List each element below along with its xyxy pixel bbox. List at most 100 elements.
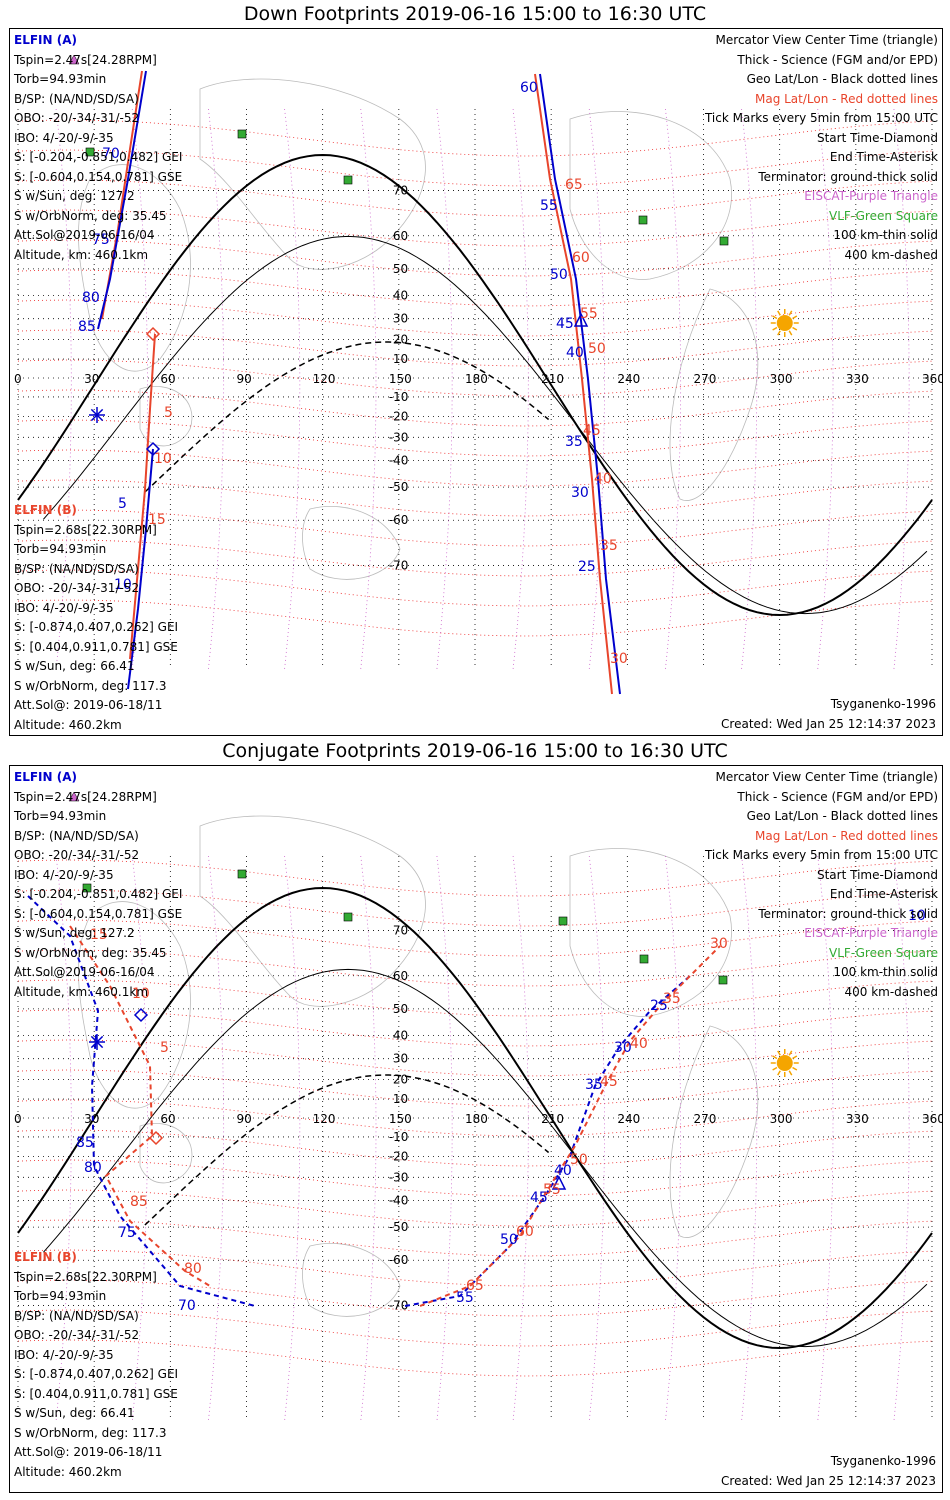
mag-parallel — [17, 1279, 933, 1317]
mag-parallel — [17, 569, 933, 607]
conjugate-footprints-panel: 0306090120150180210240270300330360706050… — [9, 765, 943, 1493]
geo-grid — [17, 109, 933, 669]
legend-ticks: Tick Marks every 5min from 15:00 UTC — [704, 111, 938, 125]
legend-eiscat: EISCAT-Purple Triangle — [804, 926, 938, 940]
track-tick-label: 50 — [500, 1232, 518, 1248]
mag-parallel — [17, 329, 933, 367]
center-time-triangle-icon — [551, 1175, 567, 1190]
sun-ray — [788, 1050, 793, 1056]
sun-ray — [792, 1055, 798, 1060]
track-tick-label: 30 — [614, 1040, 632, 1056]
elfin-b-conj-track-west — [69, 925, 211, 1287]
info-a-name: ELFIN (A) — [14, 33, 77, 47]
mag-meridian — [817, 108, 834, 670]
info-a-bsp: B/SP: (NA/ND/SD/SA) — [14, 828, 139, 843]
track-tick-label: 75 — [118, 1225, 136, 1241]
track-tick-label: 40 — [554, 1163, 572, 1179]
mag-parallel — [17, 1009, 933, 1047]
asterisk-stroke — [90, 408, 104, 422]
legend-mag: Mag Lat/Lon - Red dotted lines — [754, 91, 938, 106]
start-diamond-icon — [145, 441, 161, 457]
geo-grid — [17, 856, 933, 1421]
info-b-obo: OBO: -20/-34/-31/-52 — [14, 1328, 140, 1342]
sun-ray — [777, 330, 781, 336]
asterisk-stroke — [90, 1035, 104, 1049]
lat-tick-label: -30 — [389, 430, 409, 444]
vlf-square-icon — [718, 975, 728, 985]
lon-tick-label: 90 — [237, 372, 252, 386]
legend-vlf: VLF-Green Square — [829, 208, 938, 223]
track-tick-label: 45 — [583, 423, 601, 439]
info-b-bsp: B/SP: (NA/ND/SD/SA) — [14, 1308, 139, 1323]
elfin-b-track-pacific — [534, 73, 613, 695]
legend-geo: Geo Lat/Lon - Black dotted lines — [746, 72, 938, 86]
track-tick-label: 35 — [663, 991, 681, 1007]
track-tick-label: 10 — [908, 908, 926, 924]
legend-center-time: Mercator View Center Time (triangle) — [715, 770, 938, 784]
mag-meridian — [208, 855, 225, 1422]
mag-parallel — [17, 1339, 933, 1377]
mag-meridian — [741, 855, 758, 1422]
sun-ray — [772, 1066, 778, 1071]
lon-tick-label: 60 — [160, 372, 175, 386]
lon-tick-label: 180 — [465, 1112, 488, 1126]
mag-parallel — [17, 209, 933, 247]
top-footer-created: Created: Wed Jan 25 12:14:37 2023 — [721, 717, 936, 731]
track-tick-label: 30 — [610, 651, 628, 667]
mag-parallel — [17, 149, 933, 187]
mag-meridian — [893, 855, 910, 1422]
vlf-square-icon — [558, 916, 568, 926]
info-b-obo: OBO: -20/-34/-31/-52 — [14, 581, 140, 595]
lat-tick-label: -70 — [389, 1298, 409, 1312]
mag-meridians — [55, 108, 910, 670]
sun-ray — [792, 326, 798, 331]
terminator-100km — [43, 235, 928, 615]
bottom-footer-model: Tsyganenko-1996 — [830, 1454, 936, 1468]
mag-meridian — [436, 855, 453, 1422]
mag-parallel — [17, 859, 933, 897]
vlf-square-icon — [85, 147, 95, 157]
legend-400km: 400 km-dashed — [844, 984, 938, 999]
mag-meridian — [817, 855, 834, 1422]
track-tick-label: 45 — [600, 1074, 618, 1090]
vlf-square-icon — [343, 175, 353, 185]
track-tick-label: 55 — [456, 1290, 474, 1306]
mag-parallel — [17, 979, 933, 1017]
info-a-block-2: ELFIN (A) Tspin=2.47s[24.28RPM] Torb=94.… — [14, 768, 182, 1002]
bottom-footer-created: Created: Wed Jan 25 12:14:37 2023 — [721, 1474, 936, 1488]
lat-tick-label: 30 — [393, 312, 408, 326]
info-b-torb: Torb=94.93min — [14, 1289, 107, 1303]
info-a-bsp: B/SP: (NA/ND/SD/SA) — [14, 91, 139, 106]
mag-meridian — [665, 855, 682, 1422]
mag-parallel — [17, 239, 933, 277]
terminator-400km — [144, 1074, 550, 1226]
land-shape — [302, 506, 401, 580]
info-a-sgei: S: [-0.204,-0.851,0.482] GEI — [14, 887, 183, 901]
lat-tick-label: 30 — [393, 1052, 408, 1066]
mag-meridian — [665, 108, 682, 670]
mag-parallel — [17, 509, 933, 547]
lat-tick-label: 70 — [393, 184, 408, 198]
mag-grid — [17, 119, 933, 637]
info-a-sgei: S: [-0.204,-0.851,0.482] GEI — [14, 150, 183, 164]
legend-end: End Time-Asterisk — [829, 887, 938, 901]
mag-meridian — [588, 108, 605, 670]
start-diamond-icon — [133, 1007, 149, 1023]
vlf-square-icon — [638, 215, 648, 225]
track-tick-label: 70 — [178, 1298, 196, 1314]
sun-ray — [772, 315, 778, 320]
sun-icon — [770, 309, 799, 337]
lon-tick-label: 150 — [389, 1112, 412, 1126]
info-a-attsol: Att.Sol@2019-06-16/04 — [14, 965, 155, 979]
elfin-a-track-north-blue — [97, 70, 147, 330]
track-tick-label: 50 — [570, 1152, 588, 1168]
land-shape — [199, 78, 426, 270]
track-tick-label: 80 — [82, 290, 100, 306]
track-tick-label: 60 — [572, 250, 590, 266]
track-tick-label: 60 — [516, 1224, 534, 1240]
lon-tick-label: 330 — [846, 372, 869, 386]
track-tick-label: 5 — [160, 1040, 169, 1056]
info-b-ibo: IBO: 4/-20/-9/-35 — [14, 1347, 114, 1362]
lon-tick-label: 360 — [922, 1112, 942, 1126]
mag-meridian — [512, 108, 529, 670]
